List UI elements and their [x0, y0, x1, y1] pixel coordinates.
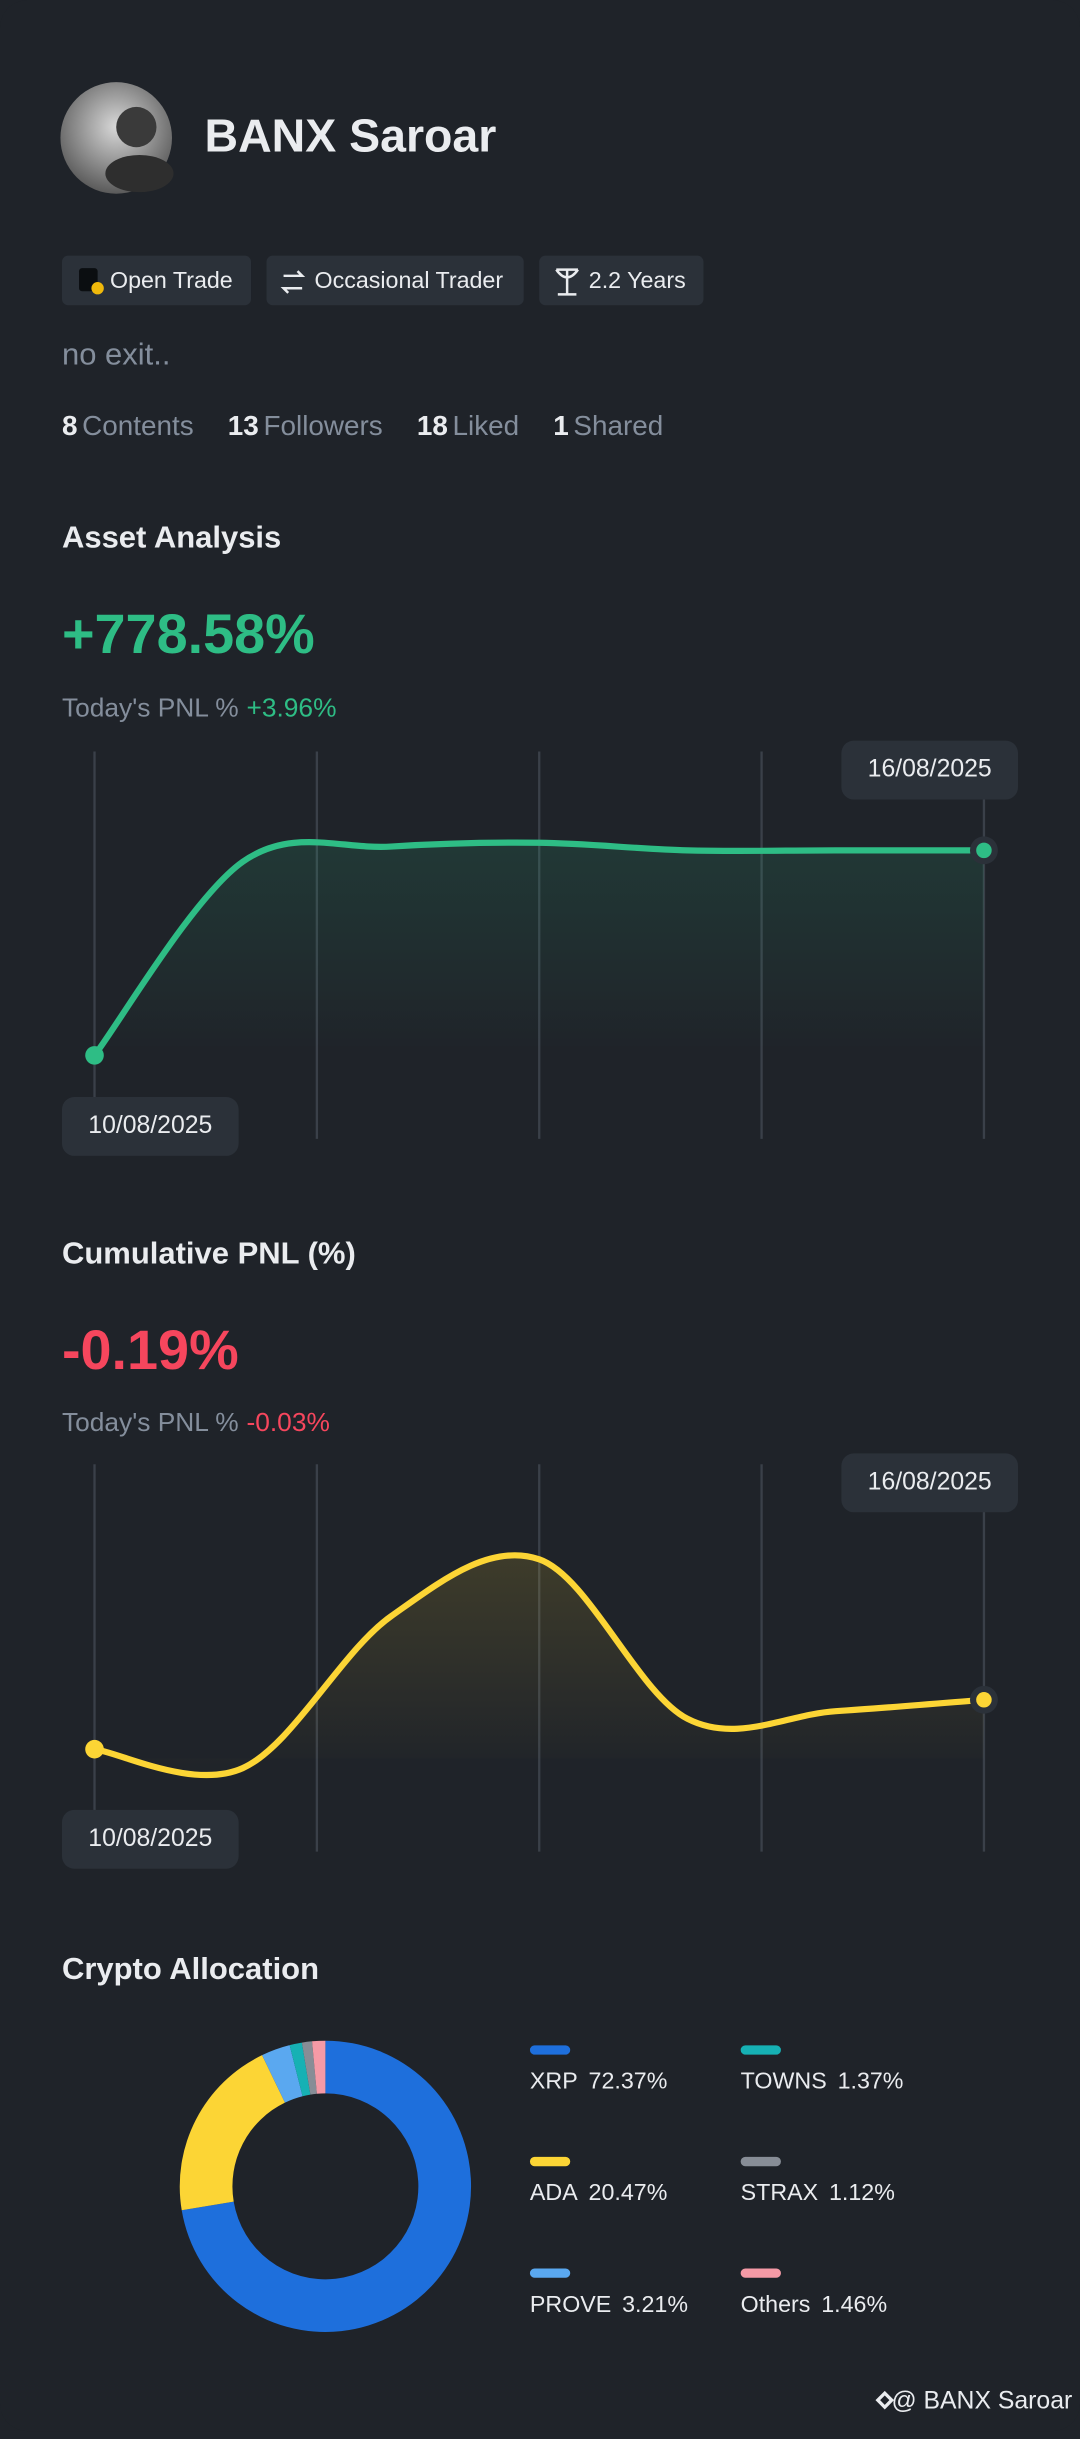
legend-swatch [529, 2045, 571, 2055]
badge-icon [91, 282, 104, 295]
today-label: Today's PNL % [62, 693, 239, 723]
today-value: -0.03% [246, 1407, 329, 1437]
asset-chart: 10/08/2025 16/08/2025 [61, 740, 1019, 1156]
badge-icon [555, 268, 579, 296]
line-area [94, 1555, 984, 1776]
legend-value: 20.47% [589, 2179, 668, 2205]
profile-name: BANX Saroar [205, 110, 497, 162]
legend-value: 1.37% [838, 2068, 904, 2094]
legend-swatch [529, 2156, 571, 2167]
badge-icon [280, 270, 306, 294]
start-point [85, 1046, 104, 1065]
stat-label: Liked [453, 410, 520, 441]
stats: 8 Contents 13 Followers 18 Liked 1 Shared [62, 410, 663, 441]
legend-value: 1.12% [829, 2179, 895, 2205]
legend-name: ADA [530, 2179, 578, 2205]
start-date: 10/08/2025 [88, 1112, 212, 1139]
badge-label: 2.2 Years [589, 267, 686, 293]
badges: Open Trade Occasional Trader 2.2 Years [61, 255, 704, 306]
stat-value: 18 [417, 410, 448, 441]
badge-label: Open Trade [110, 267, 233, 293]
line-area [94, 842, 984, 1056]
end-date: 16/08/2025 [868, 756, 992, 783]
section-title: Cumulative PNL (%) [62, 1235, 356, 1270]
stat-value: 8 [62, 410, 78, 441]
footer-watermark: @ BANX Saroar [891, 2387, 1072, 2414]
allocation-donut [179, 2040, 472, 2332]
line [91, 839, 988, 1059]
end-point [976, 842, 992, 859]
legend-swatch [740, 2045, 781, 2055]
avatar-figure [116, 106, 157, 148]
badge-label: Occasional Trader [315, 267, 504, 293]
legend-value: 3.21% [622, 2291, 688, 2317]
avatar-figure [105, 154, 174, 193]
legend-swatch [740, 2268, 781, 2278]
legend-name: XRP [530, 2068, 578, 2094]
badge [539, 255, 704, 306]
stat-label: Shared [573, 410, 663, 441]
date-tag [61, 1809, 239, 1869]
pnl-chart: 10/08/2025 16/08/2025 [61, 1453, 1019, 1869]
total-pnl: -0.19% [62, 1319, 239, 1381]
donut-segment [289, 2042, 311, 2097]
legend-name: PROVE [530, 2291, 611, 2317]
today-value: +3.96% [246, 693, 336, 723]
stat-value: 13 [228, 410, 259, 441]
donut-segment [181, 2040, 472, 2332]
date-tag [841, 740, 1019, 800]
legend-swatch [740, 2156, 781, 2167]
end-point [976, 1692, 992, 1708]
stat-label: Contents [82, 410, 194, 441]
date-tag [841, 1453, 1019, 1513]
start-date: 10/08/2025 [88, 1825, 212, 1852]
end-date: 16/08/2025 [868, 1468, 992, 1495]
donut-segment [312, 2040, 326, 2094]
line [91, 1552, 988, 1779]
date-tag [61, 1097, 239, 1156]
badge [266, 255, 524, 306]
legend-name: Others [741, 2291, 811, 2317]
today-label: Today's PNL % [62, 1407, 239, 1437]
badge [61, 255, 252, 306]
legend-swatch [529, 2268, 571, 2278]
donut-segment [262, 2045, 303, 2103]
section-title: Asset Analysis [62, 519, 281, 554]
total-pnl: +778.58% [62, 603, 315, 665]
stat-label: Followers [263, 410, 382, 441]
allocation-legend: XRP 72.37% ADA 20.47% PROVE 3.21% TOWNS 1.37% ST… [529, 2045, 904, 2317]
stat-value: 1 [553, 410, 569, 441]
legend-value: 1.46% [821, 2291, 887, 2317]
legend-value: 72.37% [589, 2068, 668, 2094]
legend-name: STRAX [741, 2179, 819, 2205]
donut-segment [301, 2041, 317, 2095]
bio: no exit.. [62, 337, 171, 372]
legend-name: TOWNS [741, 2068, 827, 2094]
start-point [85, 1739, 104, 1759]
section-title: Crypto Allocation [62, 1951, 319, 1986]
donut-segment [179, 2055, 285, 2211]
